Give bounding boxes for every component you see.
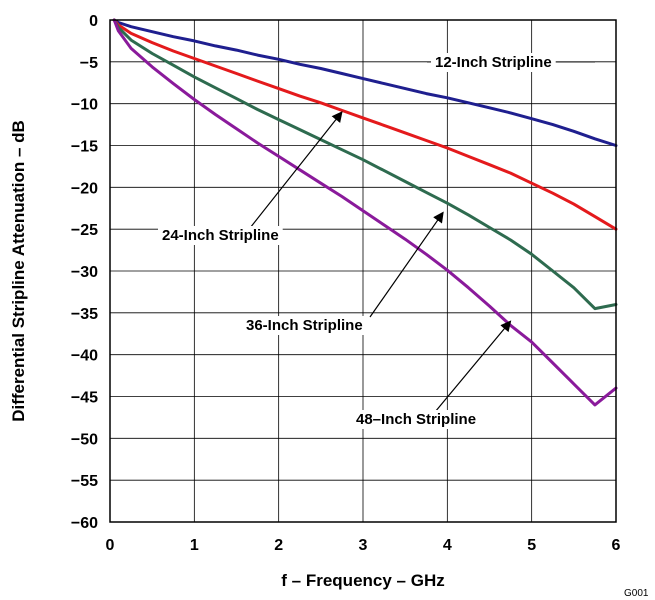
series-label: 12-Inch Stripline — [435, 54, 552, 71]
y-tick-label: −40 — [71, 348, 98, 365]
y-tick-label: −25 — [71, 222, 98, 239]
figure-code: G001 — [624, 588, 649, 599]
x-axis-label: f – Frequency – GHz — [281, 571, 444, 590]
annotations: 12-Inch Stripline 24-Inch Stripline 36-Inc… — [158, 53, 595, 429]
x-tick-label: 0 — [106, 537, 115, 554]
x-tick-label: 1 — [190, 537, 199, 554]
series-label-bg — [158, 226, 283, 245]
annotation-arrow — [369, 211, 444, 318]
y-tick-label: 0 — [89, 13, 98, 30]
x-tick-labels: 0 1 2 3 4 5 6 — [106, 537, 621, 554]
series-label-bg — [431, 53, 556, 72]
y-tick-label: −30 — [71, 264, 98, 281]
series-line-2 — [112, 18, 618, 311]
plot-frame — [109, 19, 617, 523]
y-tick-label: −50 — [71, 431, 98, 448]
x-tick-label: 3 — [359, 537, 368, 554]
y-tick-label: −20 — [71, 180, 98, 197]
y-tick-label: −10 — [71, 97, 98, 114]
y-tick-label: −5 — [80, 55, 98, 72]
series-lines — [112, 18, 618, 407]
x-tick-label: 2 — [274, 537, 283, 554]
series-line-1 — [112, 18, 618, 231]
x-tick-label: 6 — [612, 537, 621, 554]
y-tick-label: −15 — [71, 139, 98, 156]
series-label: 24-Inch Stripline — [162, 227, 279, 244]
y-tick-label: −35 — [71, 306, 98, 323]
y-tick-label: −60 — [71, 515, 98, 532]
x-tick-label: 4 — [443, 537, 452, 554]
series-label-bg — [242, 316, 367, 335]
series-label-bg — [352, 410, 481, 429]
series-line-3 — [112, 18, 618, 407]
series-label: 48–Inch Stripline — [356, 411, 476, 428]
annotation-arrow — [434, 320, 512, 413]
y-axis-label: Differential Stripline Attenuation – dB — [9, 120, 28, 422]
series-line-0 — [112, 18, 618, 147]
x-tick-label: 5 — [527, 537, 536, 554]
y-tick-labels: 0 −5 −10 −15 −20 −25 −30 −35 −40 −45 −50 −55 −60 — [71, 13, 98, 532]
annotation-arrow — [249, 111, 343, 229]
grid-lines — [109, 19, 617, 523]
y-tick-label: −55 — [71, 473, 98, 490]
series-label: 36-Inch Stripline — [246, 317, 363, 334]
y-tick-label: −45 — [71, 390, 98, 407]
